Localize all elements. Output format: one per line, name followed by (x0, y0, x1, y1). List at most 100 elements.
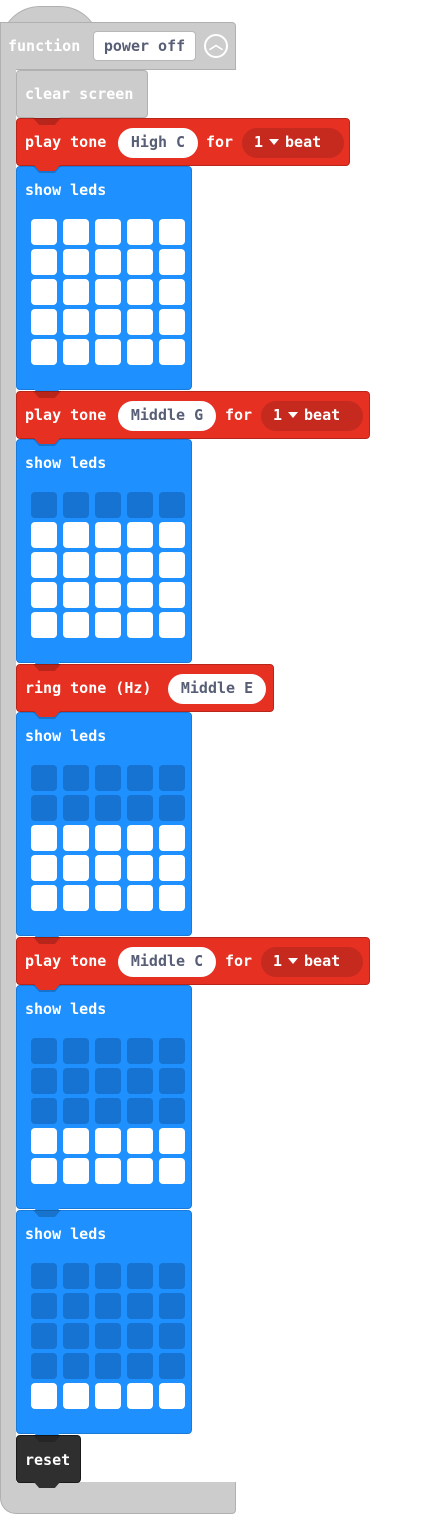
beat-dropdown[interactable]: 1 beat (242, 128, 344, 158)
led-cell[interactable] (159, 249, 185, 275)
led-cell[interactable] (63, 1158, 89, 1184)
note-field[interactable]: Middle E (168, 674, 266, 704)
led-cell[interactable] (95, 1068, 121, 1094)
led-cell[interactable] (127, 522, 153, 548)
note-field[interactable]: Middle C (118, 947, 216, 977)
led-cell[interactable] (127, 249, 153, 275)
led-cell[interactable] (95, 1323, 121, 1349)
led-cell[interactable] (127, 1068, 153, 1094)
led-cell[interactable] (63, 1293, 89, 1319)
led-cell[interactable] (31, 612, 57, 638)
led-cell[interactable] (31, 765, 57, 791)
chevron-up-icon[interactable]: ︿ (204, 34, 228, 58)
led-cell[interactable] (127, 795, 153, 821)
led-cell[interactable] (31, 1098, 57, 1124)
led-cell[interactable] (95, 219, 121, 245)
led-cell[interactable] (127, 582, 153, 608)
play-tone-block[interactable]: play tone Middle G for 1 beat (16, 391, 370, 439)
note-field[interactable]: Middle G (118, 401, 216, 431)
led-cell[interactable] (95, 855, 121, 881)
led-cell[interactable] (159, 855, 185, 881)
led-cell[interactable] (95, 1038, 121, 1064)
led-cell[interactable] (31, 1263, 57, 1289)
led-cell[interactable] (95, 885, 121, 911)
led-cell[interactable] (95, 1098, 121, 1124)
led-cell[interactable] (63, 492, 89, 518)
led-cell[interactable] (159, 492, 185, 518)
led-cell[interactable] (63, 885, 89, 911)
led-cell[interactable] (31, 552, 57, 578)
clear-screen-block[interactable]: clear screen (16, 70, 148, 118)
led-cell[interactable] (95, 1263, 121, 1289)
led-cell[interactable] (63, 855, 89, 881)
led-cell[interactable] (159, 339, 185, 365)
reset-block[interactable]: reset (16, 1435, 81, 1483)
show-leds-block[interactable]: show leds (16, 1210, 192, 1434)
show-leds-block[interactable]: show leds (16, 985, 192, 1209)
led-cell[interactable] (95, 309, 121, 335)
led-cell[interactable] (63, 1263, 89, 1289)
led-cell[interactable] (31, 492, 57, 518)
led-cell[interactable] (63, 522, 89, 548)
ring-tone-block[interactable]: ring tone (Hz) Middle E (16, 664, 274, 712)
led-cell[interactable] (31, 855, 57, 881)
led-cell[interactable] (127, 1158, 153, 1184)
led-cell[interactable] (63, 219, 89, 245)
led-cell[interactable] (63, 1098, 89, 1124)
led-cell[interactable] (31, 885, 57, 911)
led-cell[interactable] (63, 1038, 89, 1064)
led-cell[interactable] (95, 795, 121, 821)
led-cell[interactable] (127, 1263, 153, 1289)
led-cell[interactable] (159, 1098, 185, 1124)
led-cell[interactable] (31, 219, 57, 245)
led-cell[interactable] (127, 1353, 153, 1379)
led-cell[interactable] (127, 339, 153, 365)
led-cell[interactable] (127, 1293, 153, 1319)
note-field[interactable]: High C (118, 128, 198, 158)
led-cell[interactable] (31, 1038, 57, 1064)
led-cell[interactable] (159, 1068, 185, 1094)
led-cell[interactable] (31, 795, 57, 821)
led-cell[interactable] (63, 765, 89, 791)
led-cell[interactable] (159, 795, 185, 821)
led-cell[interactable] (63, 1128, 89, 1154)
show-leds-block[interactable]: show leds (16, 712, 192, 936)
led-cell[interactable] (95, 339, 121, 365)
led-cell[interactable] (63, 582, 89, 608)
led-cell[interactable] (159, 765, 185, 791)
led-cell[interactable] (127, 309, 153, 335)
led-cell[interactable] (127, 552, 153, 578)
show-leds-block[interactable]: show leds (16, 166, 192, 390)
led-cell[interactable] (63, 279, 89, 305)
beat-dropdown[interactable]: 1 beat (261, 947, 363, 977)
led-cell[interactable] (127, 825, 153, 851)
led-cell[interactable] (127, 219, 153, 245)
led-cell[interactable] (95, 1293, 121, 1319)
led-cell[interactable] (127, 885, 153, 911)
led-cell[interactable] (127, 1323, 153, 1349)
led-cell[interactable] (127, 1383, 153, 1409)
led-cell[interactable] (127, 492, 153, 518)
led-cell[interactable] (159, 279, 185, 305)
led-cell[interactable] (95, 492, 121, 518)
led-cell[interactable] (159, 1128, 185, 1154)
led-cell[interactable] (159, 582, 185, 608)
led-cell[interactable] (159, 219, 185, 245)
led-cell[interactable] (63, 1068, 89, 1094)
led-cell[interactable] (31, 1293, 57, 1319)
function-name-field[interactable]: power off (93, 31, 196, 61)
led-cell[interactable] (31, 522, 57, 548)
led-cell[interactable] (31, 1128, 57, 1154)
led-cell[interactable] (159, 1293, 185, 1319)
led-cell[interactable] (95, 1158, 121, 1184)
led-cell[interactable] (95, 1128, 121, 1154)
led-cell[interactable] (159, 552, 185, 578)
led-cell[interactable] (159, 1323, 185, 1349)
led-cell[interactable] (95, 765, 121, 791)
led-cell[interactable] (63, 339, 89, 365)
beat-dropdown[interactable]: 1 beat (261, 401, 363, 431)
led-cell[interactable] (127, 1128, 153, 1154)
led-cell[interactable] (31, 1353, 57, 1379)
led-cell[interactable] (31, 1323, 57, 1349)
led-cell[interactable] (95, 1353, 121, 1379)
